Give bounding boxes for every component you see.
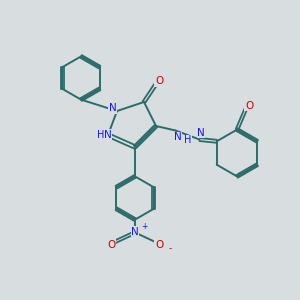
Text: O: O xyxy=(155,76,163,86)
Text: -: - xyxy=(169,244,172,253)
Text: N: N xyxy=(197,128,205,138)
Text: O: O xyxy=(245,100,253,111)
Text: N: N xyxy=(174,132,182,142)
Text: N: N xyxy=(131,227,139,237)
Text: N: N xyxy=(104,130,112,140)
Text: H: H xyxy=(97,130,104,140)
Text: H: H xyxy=(184,135,191,145)
Text: O: O xyxy=(107,239,115,250)
Text: N: N xyxy=(109,103,116,113)
Text: +: + xyxy=(141,222,148,231)
Text: O: O xyxy=(155,239,163,250)
